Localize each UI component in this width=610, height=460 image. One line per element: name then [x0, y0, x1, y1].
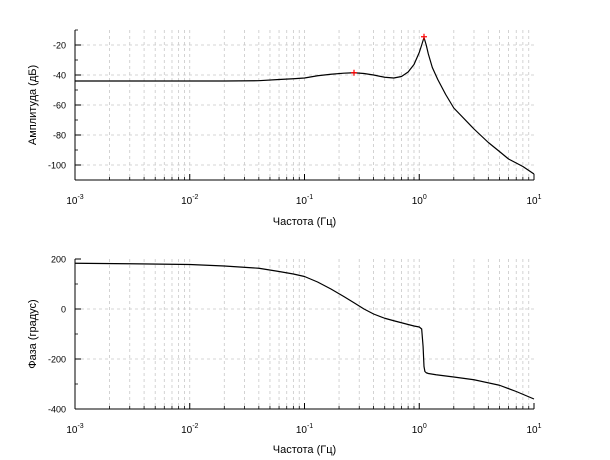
- x-tick-base: 10: [181, 425, 193, 436]
- x-tick-exponent: 1: [538, 194, 542, 201]
- x-tick-exponent: 0: [423, 194, 427, 201]
- x-tick-base: 10: [66, 425, 78, 436]
- y-tick-label: -40: [53, 71, 66, 81]
- x-tick-base: 10: [412, 425, 424, 436]
- x-tick-base: 10: [526, 425, 538, 436]
- y-tick-label: -60: [53, 101, 66, 111]
- series-line: [74, 262, 535, 400]
- x-tick-exponent: -1: [307, 194, 313, 201]
- x-tick-label: 101: [526, 194, 541, 207]
- x-tick-label: 10-1: [296, 194, 313, 207]
- x-tick-label: 10-3: [66, 423, 83, 436]
- y-tick-label: -200: [48, 355, 66, 365]
- x-tick-base: 10: [296, 196, 308, 207]
- grid: [75, 30, 534, 180]
- y-tick-label: 0: [61, 305, 66, 315]
- x-tick-exponent: -2: [192, 423, 198, 430]
- x-tick-base: 10: [412, 196, 424, 207]
- x-tick-exponent: -2: [192, 194, 198, 201]
- x-axis-label: Частота (Гц): [273, 444, 336, 456]
- x-tick-label: 10-1: [296, 423, 313, 436]
- x-tick-label: 100: [412, 194, 427, 207]
- x-tick-exponent: -1: [307, 423, 313, 430]
- x-tick-base: 10: [66, 196, 78, 207]
- x-tick-exponent: -3: [77, 423, 83, 430]
- series-line: [75, 36, 535, 175]
- grid: [75, 259, 534, 409]
- x-tick-base: 10: [526, 196, 538, 207]
- x-tick-base: 10: [181, 196, 193, 207]
- x-tick-label: 10-2: [181, 423, 198, 436]
- magnitude-plot: 10-3 10-2 10-1 100 101-20-40-60-80-100Частот…: [27, 29, 542, 228]
- x-tick-label: 10-2: [181, 194, 198, 207]
- y-tick-label: -400: [48, 405, 66, 415]
- x-axis-label: Частота (Гц): [273, 216, 336, 228]
- y-tick-label: -80: [53, 131, 66, 141]
- x-tick-base: 10: [296, 425, 308, 436]
- y-tick-label: 200: [51, 255, 66, 265]
- x-tick-exponent: 0: [423, 423, 427, 430]
- peak-marker: [420, 33, 427, 40]
- x-tick-label: 10-3: [66, 194, 83, 207]
- x-tick-label: 100: [412, 423, 427, 436]
- y-axis-label: Фаза (градус): [27, 299, 39, 368]
- y-tick-label: -20: [53, 41, 66, 51]
- x-tick-label: 101: [526, 423, 541, 436]
- y-tick-label: -100: [48, 161, 66, 171]
- peak-marker: [350, 69, 357, 76]
- x-tick-exponent: 1: [538, 423, 542, 430]
- y-axis-label: Амплитуда (дБ): [27, 65, 39, 145]
- x-tick-exponent: -3: [77, 194, 83, 201]
